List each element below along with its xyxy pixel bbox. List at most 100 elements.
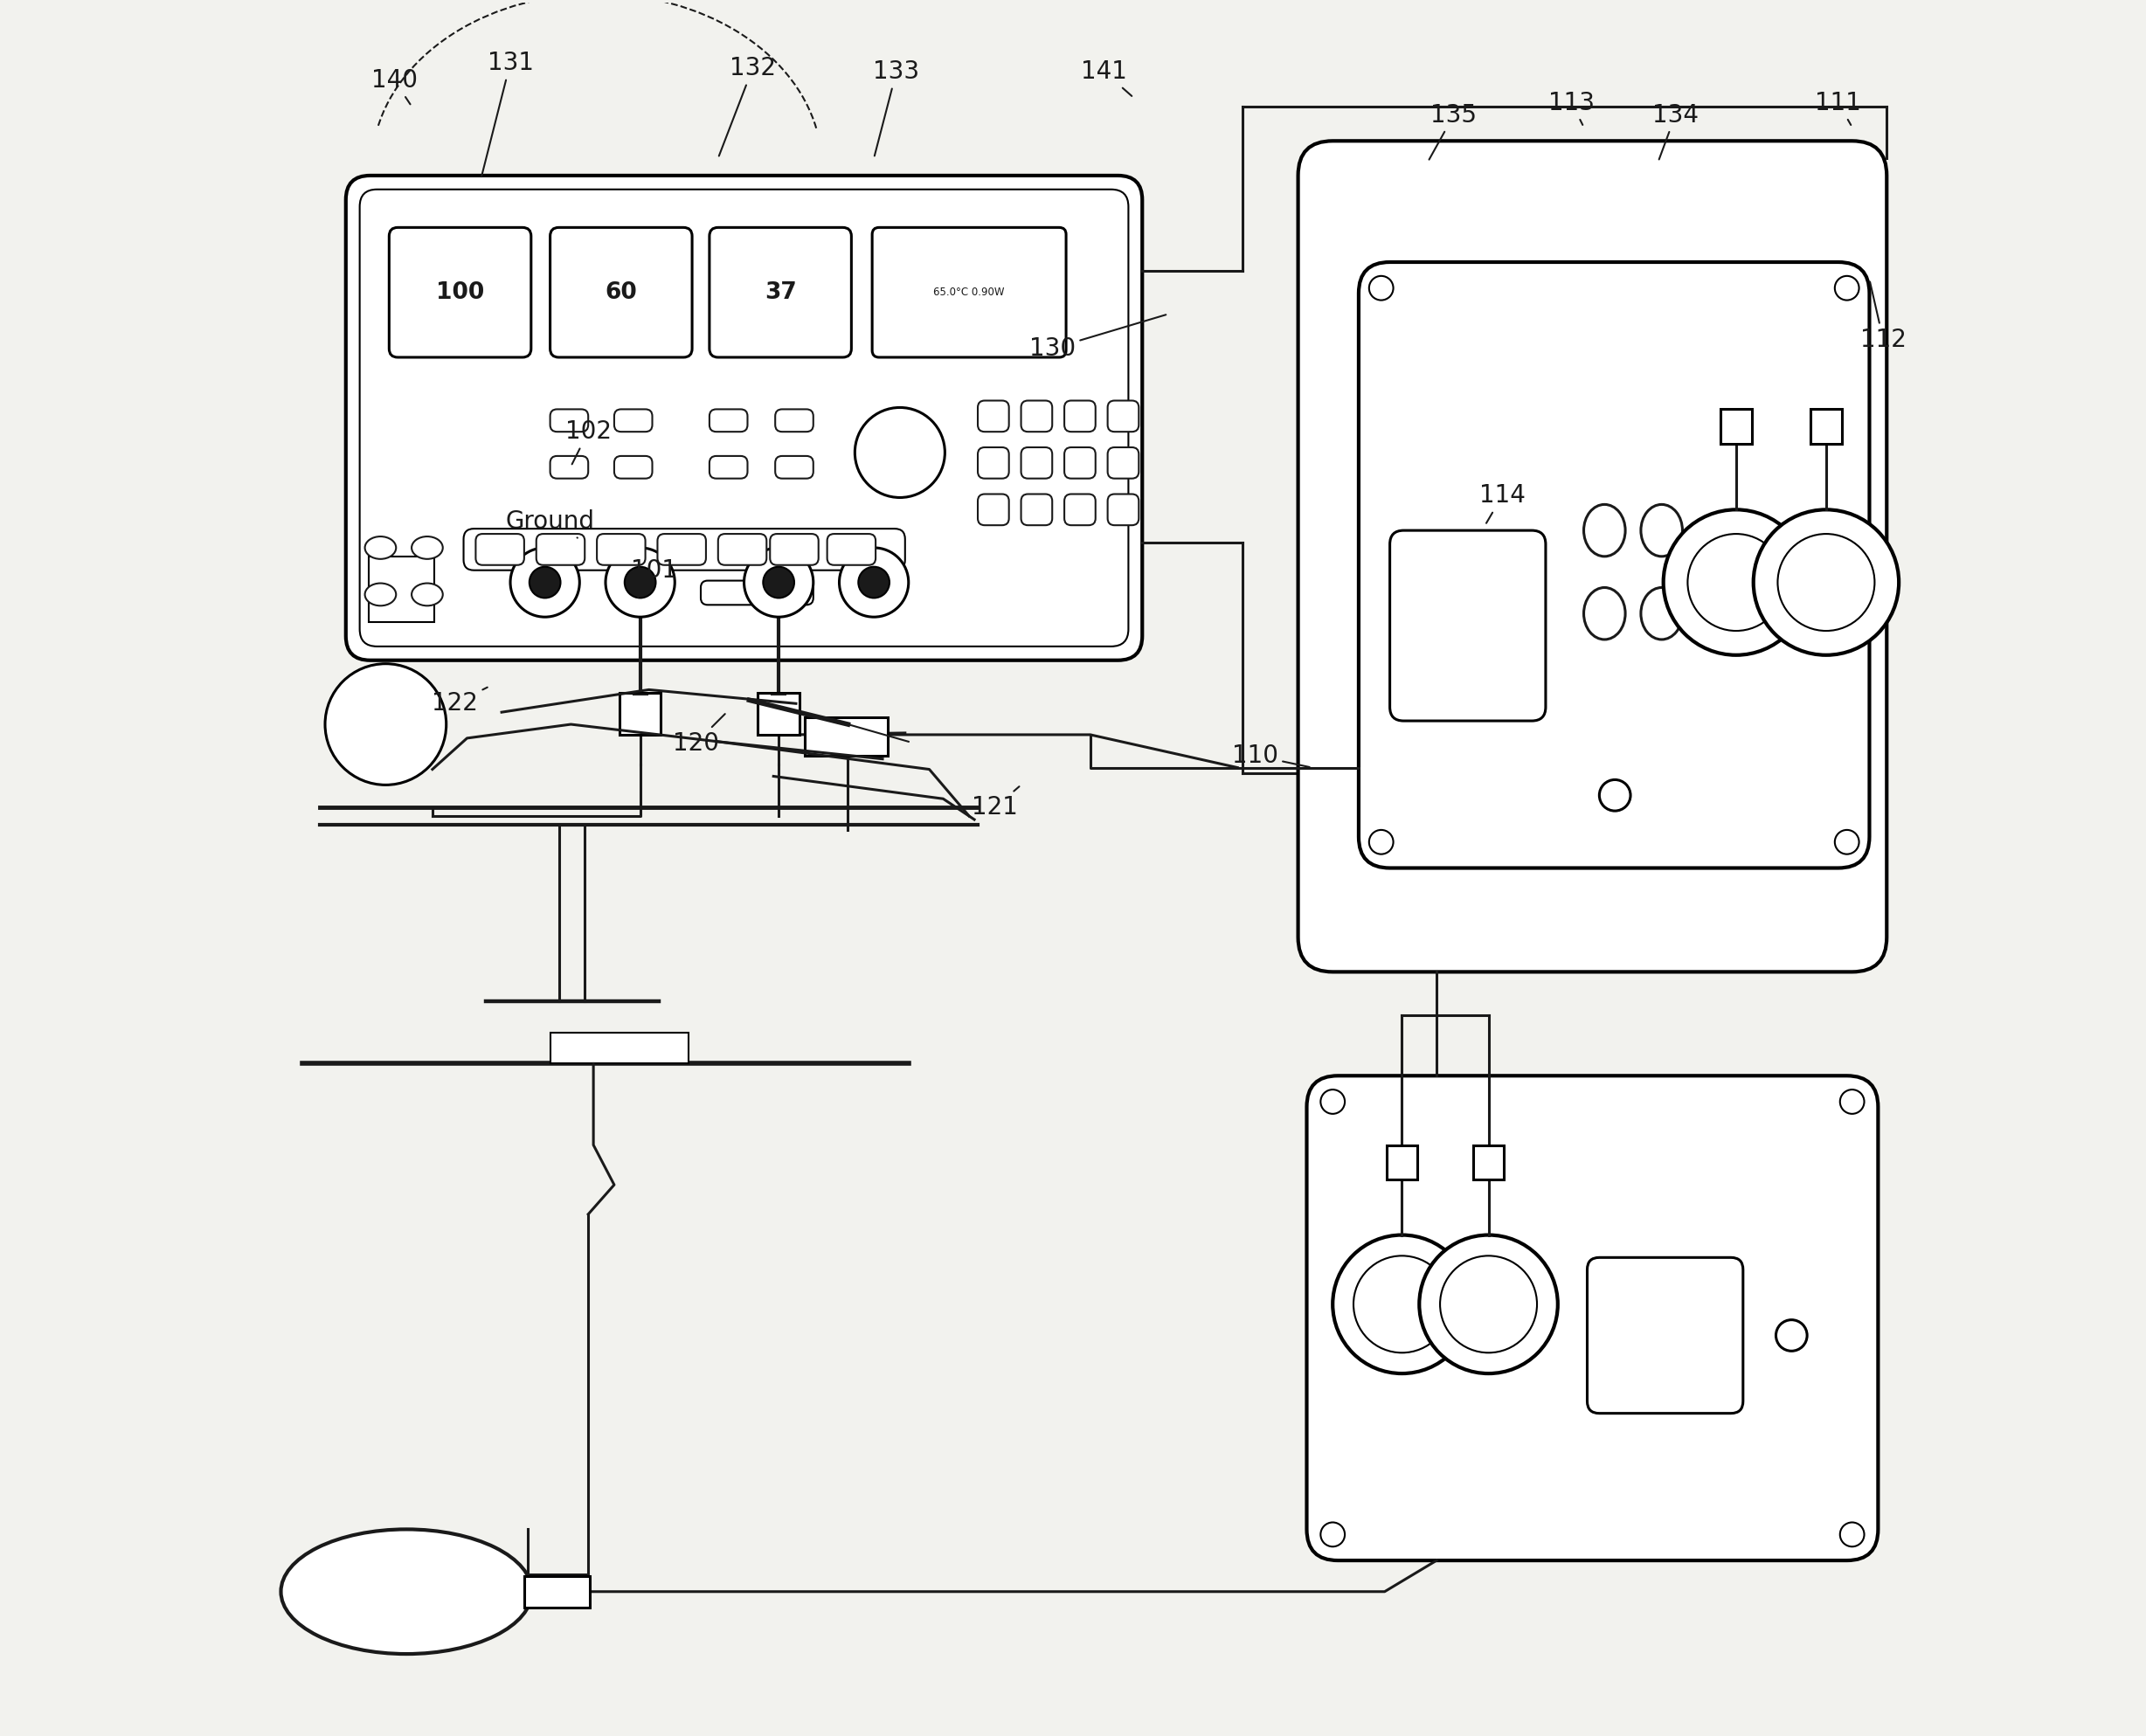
Circle shape	[1320, 1090, 1346, 1115]
Text: 65.0°C 0.90W: 65.0°C 0.90W	[934, 286, 1004, 299]
FancyBboxPatch shape	[464, 529, 906, 569]
Ellipse shape	[412, 583, 442, 606]
Circle shape	[839, 549, 908, 616]
Circle shape	[511, 549, 579, 616]
FancyBboxPatch shape	[1588, 1257, 1743, 1413]
Text: Ground: Ground	[506, 510, 594, 538]
FancyBboxPatch shape	[1064, 448, 1094, 479]
FancyBboxPatch shape	[476, 535, 524, 564]
FancyBboxPatch shape	[1021, 401, 1052, 432]
FancyBboxPatch shape	[775, 410, 813, 432]
Text: 122: 122	[431, 687, 487, 715]
Circle shape	[854, 408, 944, 498]
FancyBboxPatch shape	[1064, 495, 1094, 526]
FancyBboxPatch shape	[1298, 141, 1886, 972]
FancyBboxPatch shape	[657, 535, 706, 564]
FancyBboxPatch shape	[614, 457, 652, 479]
FancyBboxPatch shape	[361, 189, 1129, 646]
Circle shape	[1835, 276, 1858, 300]
Circle shape	[1687, 535, 1785, 630]
FancyBboxPatch shape	[1358, 262, 1869, 868]
Ellipse shape	[1584, 505, 1625, 557]
Circle shape	[1777, 535, 1876, 630]
FancyBboxPatch shape	[536, 535, 584, 564]
FancyBboxPatch shape	[597, 535, 646, 564]
FancyBboxPatch shape	[549, 457, 588, 479]
Circle shape	[1369, 276, 1393, 300]
Bar	[1472, 1146, 1504, 1179]
Text: 114: 114	[1479, 484, 1526, 523]
Text: 100: 100	[436, 281, 485, 304]
Circle shape	[1354, 1255, 1451, 1352]
FancyBboxPatch shape	[1391, 531, 1545, 720]
Circle shape	[1839, 1090, 1865, 1115]
Bar	[1721, 410, 1751, 444]
Circle shape	[1599, 779, 1631, 811]
FancyBboxPatch shape	[1064, 401, 1094, 432]
Text: 113: 113	[1549, 90, 1594, 125]
FancyBboxPatch shape	[979, 448, 1009, 479]
Ellipse shape	[365, 583, 397, 606]
Circle shape	[1777, 1319, 1807, 1351]
Circle shape	[1835, 830, 1858, 854]
Text: 60: 60	[605, 281, 637, 304]
FancyBboxPatch shape	[710, 227, 852, 358]
Text: 120: 120	[672, 713, 725, 755]
Circle shape	[624, 566, 657, 597]
FancyBboxPatch shape	[770, 535, 818, 564]
Text: 101: 101	[631, 557, 678, 597]
FancyBboxPatch shape	[775, 457, 813, 479]
Text: 112: 112	[1861, 281, 1906, 352]
FancyBboxPatch shape	[702, 580, 813, 604]
Circle shape	[764, 566, 794, 597]
Circle shape	[324, 663, 446, 785]
Bar	[549, 1033, 689, 1064]
Ellipse shape	[365, 536, 397, 559]
Circle shape	[745, 549, 813, 616]
FancyBboxPatch shape	[1021, 495, 1052, 526]
Circle shape	[1753, 510, 1899, 654]
Text: 132: 132	[719, 56, 777, 156]
Ellipse shape	[1584, 587, 1625, 639]
Text: 130: 130	[1030, 314, 1165, 361]
FancyBboxPatch shape	[1307, 1076, 1878, 1561]
Text: 111: 111	[1816, 90, 1861, 125]
FancyBboxPatch shape	[388, 227, 530, 358]
FancyBboxPatch shape	[549, 410, 588, 432]
Text: 37: 37	[764, 281, 796, 304]
FancyBboxPatch shape	[614, 410, 652, 432]
FancyBboxPatch shape	[826, 535, 876, 564]
Text: 121: 121	[972, 786, 1019, 819]
Ellipse shape	[1642, 505, 1682, 557]
Text: 110: 110	[1232, 743, 1309, 767]
Circle shape	[1839, 1522, 1865, 1547]
Bar	[620, 693, 661, 734]
FancyBboxPatch shape	[1107, 448, 1140, 479]
FancyBboxPatch shape	[346, 175, 1142, 660]
Circle shape	[1333, 1234, 1472, 1373]
Text: 131: 131	[481, 50, 534, 177]
Text: 133: 133	[873, 59, 921, 156]
FancyBboxPatch shape	[1107, 401, 1140, 432]
Circle shape	[1663, 510, 1809, 654]
Circle shape	[1440, 1255, 1537, 1352]
Circle shape	[605, 549, 674, 616]
Bar	[758, 693, 800, 734]
Text: 141: 141	[1082, 59, 1131, 95]
Bar	[369, 557, 433, 621]
Circle shape	[858, 566, 888, 597]
Ellipse shape	[412, 536, 442, 559]
Text: 102: 102	[564, 420, 612, 464]
FancyBboxPatch shape	[710, 410, 747, 432]
FancyBboxPatch shape	[710, 457, 747, 479]
FancyBboxPatch shape	[1021, 448, 1052, 479]
FancyBboxPatch shape	[979, 495, 1009, 526]
FancyBboxPatch shape	[719, 535, 766, 564]
Text: 140: 140	[371, 68, 418, 104]
Bar	[1386, 1146, 1419, 1179]
Bar	[805, 717, 888, 755]
Circle shape	[1320, 1522, 1346, 1547]
Text: 135: 135	[1429, 102, 1476, 160]
Ellipse shape	[281, 1529, 532, 1654]
Text: 134: 134	[1652, 102, 1700, 160]
